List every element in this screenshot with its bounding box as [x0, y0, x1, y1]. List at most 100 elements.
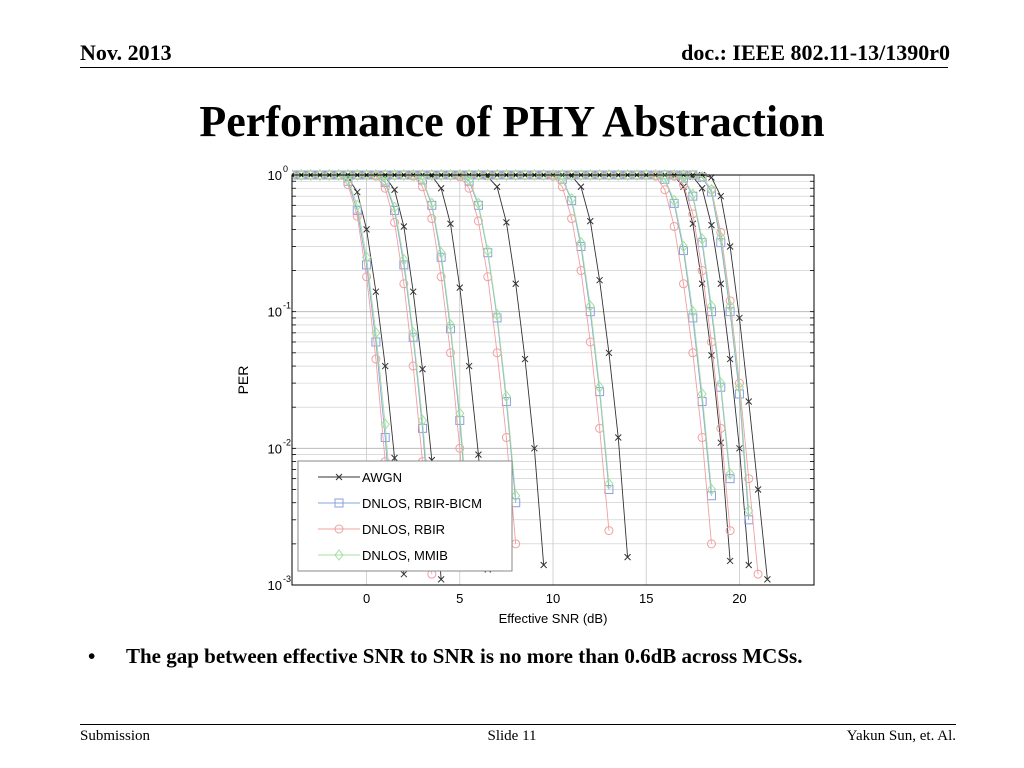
data-point	[399, 279, 409, 289]
data-point	[624, 553, 631, 561]
data-point	[576, 236, 586, 249]
series-line	[292, 174, 517, 496]
legend-marker	[335, 473, 343, 481]
legend-box	[297, 460, 513, 572]
x-tick-label: 5	[456, 591, 463, 606]
data-point	[678, 169, 689, 181]
footer-submission: Submission	[80, 728, 151, 744]
data-point	[716, 423, 726, 433]
x-tick-label: 10	[546, 591, 560, 606]
data-point	[372, 288, 380, 296]
footer-author: Yakun Sun, et. Al.	[846, 728, 956, 744]
data-point	[417, 169, 428, 181]
data-point	[577, 183, 585, 191]
data-point	[391, 454, 398, 462]
data-point	[706, 300, 717, 312]
data-point	[436, 272, 446, 282]
bullet-text: The gap between effective SNR to SNR is …	[126, 644, 803, 668]
data-point	[716, 231, 726, 244]
data-point	[708, 221, 715, 229]
data-point	[408, 361, 418, 371]
data-point	[400, 570, 408, 578]
data-point	[296, 169, 306, 181]
data-point	[614, 434, 622, 441]
x-tick-label: 15	[639, 591, 653, 606]
data-point	[445, 348, 455, 358]
data-point	[427, 169, 437, 181]
data-point	[688, 188, 698, 201]
data-point	[464, 169, 474, 181]
data-point	[669, 169, 679, 181]
data-point	[436, 169, 446, 181]
data-point	[399, 253, 409, 266]
data-point	[455, 443, 465, 453]
data-point	[567, 192, 577, 205]
data-point	[371, 327, 381, 339]
data-point	[427, 214, 437, 224]
data-point	[371, 169, 381, 181]
data-point	[352, 169, 362, 181]
data-point	[660, 185, 670, 195]
data-point	[660, 169, 670, 181]
data-point	[576, 169, 586, 181]
data-point	[585, 300, 595, 312]
data-point	[436, 246, 446, 259]
y-axis-label: PER	[235, 366, 251, 395]
data-point	[333, 169, 344, 181]
data-point	[473, 197, 484, 210]
data-point	[408, 169, 418, 181]
header-divider	[80, 67, 948, 68]
data-point	[362, 272, 372, 282]
data-point	[744, 504, 754, 517]
data-point	[437, 575, 445, 583]
x-tick-label: 20	[732, 591, 746, 606]
data-point	[492, 169, 502, 181]
data-point	[604, 526, 614, 536]
data-point	[754, 486, 762, 493]
data-point	[688, 305, 698, 318]
y-tick-label: 10	[268, 578, 282, 593]
legend-label: DNLOS, RBIR-BICM	[362, 496, 482, 511]
data-point	[613, 169, 623, 181]
data-point	[594, 381, 605, 394]
data-point	[736, 314, 743, 322]
data-point	[400, 223, 408, 230]
data-point	[531, 444, 538, 452]
data-point	[678, 240, 689, 253]
data-point	[445, 169, 456, 181]
data-point	[493, 183, 501, 191]
data-point	[605, 349, 613, 357]
series-line	[292, 174, 712, 496]
data-point	[417, 414, 428, 427]
data-point	[409, 288, 417, 296]
data-point	[447, 220, 454, 228]
data-point	[706, 187, 716, 197]
data-point	[371, 354, 381, 364]
legend-marker	[334, 524, 344, 534]
data-point	[380, 418, 390, 431]
data-point	[521, 355, 529, 363]
y-tick-exponent: -3	[283, 574, 291, 584]
data-point	[717, 280, 725, 288]
data-point	[725, 468, 735, 480]
data-point	[604, 478, 614, 490]
data-point	[324, 169, 334, 181]
data-point	[764, 575, 771, 583]
data-point	[473, 169, 484, 181]
data-point	[419, 365, 426, 373]
data-point	[492, 308, 502, 321]
data-point	[726, 355, 734, 363]
data-point	[726, 243, 734, 250]
data-point	[464, 174, 474, 186]
bullet-marker: •	[88, 644, 96, 668]
data-point	[520, 169, 530, 181]
data-point	[483, 244, 493, 257]
data-point	[511, 169, 521, 181]
data-point	[540, 561, 548, 569]
data-point	[706, 483, 717, 496]
data-point	[641, 169, 651, 181]
data-point	[361, 251, 372, 264]
y-tick-exponent: 0	[283, 164, 288, 174]
y-tick-exponent: -1	[283, 301, 291, 311]
